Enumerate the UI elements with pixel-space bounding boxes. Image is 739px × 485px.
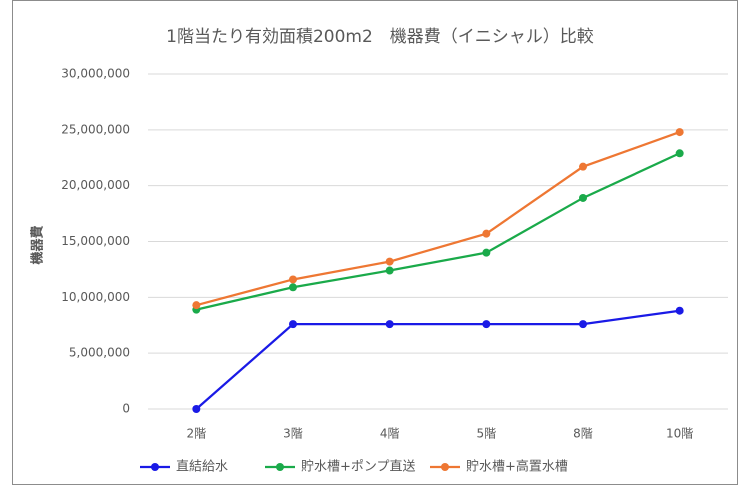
data-point — [289, 283, 297, 292]
data-point — [289, 320, 297, 329]
x-tick-label: 3階 — [283, 426, 303, 441]
chart-frame — [12, 0, 738, 485]
data-point — [385, 320, 394, 329]
legend-marker — [276, 463, 284, 471]
x-tick-label: 10階 — [666, 426, 693, 441]
y-tick-label: 10,000,000 — [61, 290, 130, 304]
data-point — [385, 266, 394, 275]
series-line — [195, 309, 680, 410]
series-line — [196, 131, 681, 307]
data-point — [192, 301, 201, 310]
y-tick-label: 0 — [122, 402, 130, 416]
legend-label: 貯水槽+ポンプ直送 — [301, 460, 416, 475]
legend-marker — [151, 463, 159, 471]
data-point — [289, 275, 297, 284]
y-axis-label: 機器費 — [30, 225, 46, 264]
data-point — [675, 306, 684, 315]
data-point — [675, 128, 684, 137]
x-tick-label: 5階 — [477, 426, 497, 441]
chart-title: 1階当たり有効面積200m2 機器費（イニシャル）比較 — [166, 27, 594, 47]
x-tick-label: 2階 — [187, 426, 207, 441]
y-tick-label: 25,000,000 — [61, 122, 130, 136]
x-tick-label: 4階 — [380, 426, 400, 441]
legend-label: 直結給水 — [176, 460, 228, 475]
data-point — [579, 193, 587, 202]
data-point — [579, 162, 587, 171]
data-point — [482, 320, 491, 329]
series-line — [196, 152, 681, 311]
data-point — [192, 405, 201, 413]
x-tick-label: 8階 — [573, 426, 593, 441]
y-tick-label: 20,000,000 — [61, 178, 130, 192]
data-point — [482, 248, 491, 257]
data-point — [482, 229, 491, 238]
data-point — [579, 320, 587, 329]
y-tick-label: 30,000,000 — [61, 67, 130, 81]
y-tick-label: 15,000,000 — [61, 234, 130, 248]
legend-marker — [441, 463, 449, 471]
data-point — [675, 149, 684, 158]
legend-label: 貯水槽+高置水槽 — [466, 459, 568, 475]
data-point — [385, 257, 394, 266]
y-tick-label: 5,000,000 — [69, 346, 130, 360]
